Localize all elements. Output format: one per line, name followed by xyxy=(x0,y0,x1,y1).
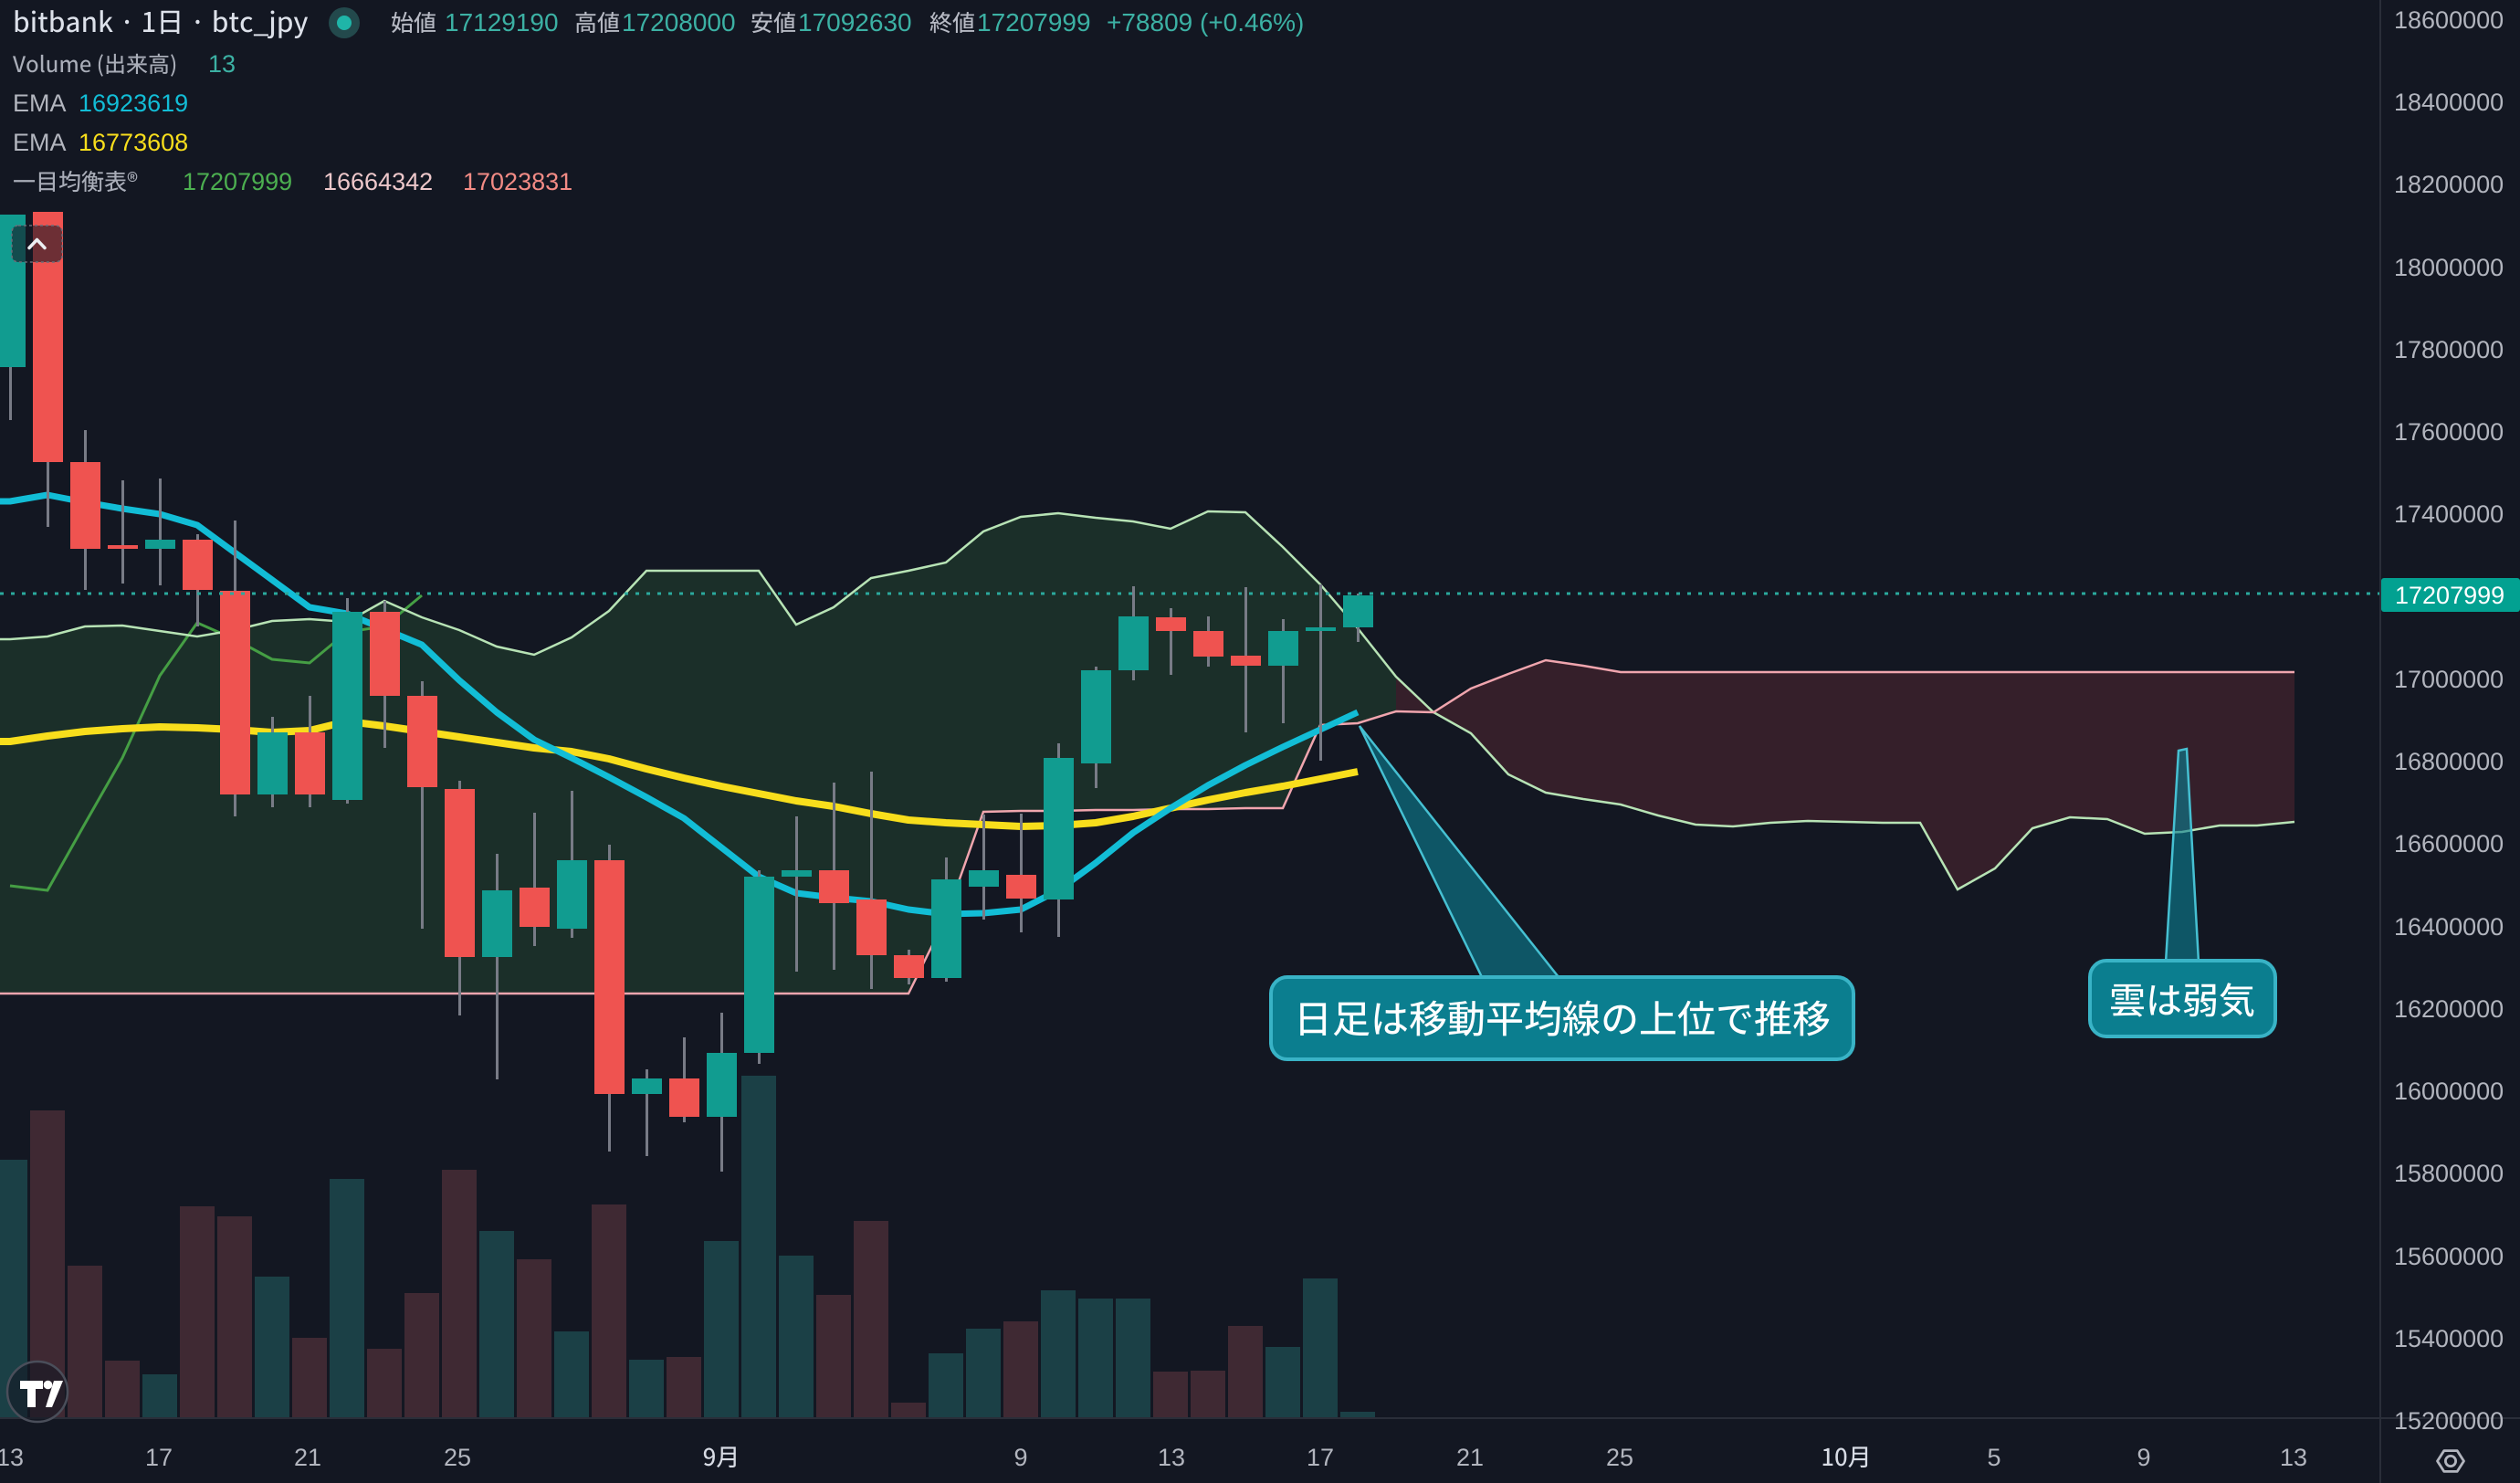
svg-text:21: 21 xyxy=(1456,1444,1484,1471)
svg-text:18400000: 18400000 xyxy=(2394,89,2504,116)
svg-text:5: 5 xyxy=(1987,1444,2000,1471)
svg-text:17400000: 17400000 xyxy=(2394,500,2504,528)
svg-text:17129190: 17129190 xyxy=(445,8,559,37)
svg-text:EMA: EMA xyxy=(13,89,67,117)
svg-text:18000000: 18000000 xyxy=(2394,254,2504,281)
svg-text:16664342: 16664342 xyxy=(323,168,433,195)
svg-text:16000000: 16000000 xyxy=(2394,1078,2504,1105)
svg-text:15200000: 15200000 xyxy=(2394,1407,2504,1435)
svg-text:25: 25 xyxy=(1606,1444,1633,1471)
svg-text:17023831: 17023831 xyxy=(463,168,572,195)
svg-text:17207999: 17207999 xyxy=(977,8,1091,37)
svg-text:15600000: 15600000 xyxy=(2394,1243,2504,1270)
svg-text:13: 13 xyxy=(2280,1444,2307,1471)
svg-text:16400000: 16400000 xyxy=(2394,913,2504,941)
svg-text:18600000: 18600000 xyxy=(2394,6,2504,34)
svg-text:17092630: 17092630 xyxy=(798,8,912,37)
svg-text:13: 13 xyxy=(1158,1444,1185,1471)
svg-text:EMA: EMA xyxy=(13,129,67,156)
svg-text:17800000: 17800000 xyxy=(2394,336,2504,363)
svg-text:9: 9 xyxy=(2137,1444,2150,1471)
svg-text:9: 9 xyxy=(1013,1444,1027,1471)
svg-text:17208000: 17208000 xyxy=(622,8,736,37)
svg-text:13: 13 xyxy=(0,1444,24,1471)
svg-text:17207999: 17207999 xyxy=(2395,582,2504,609)
svg-text:16800000: 16800000 xyxy=(2394,748,2504,775)
svg-text:15800000: 15800000 xyxy=(2394,1160,2504,1187)
svg-text:17207999: 17207999 xyxy=(183,168,292,195)
svg-text:+78809 (+0.46%): +78809 (+0.46%) xyxy=(1107,8,1304,37)
svg-text:17600000: 17600000 xyxy=(2394,418,2504,446)
svg-text:16923619: 16923619 xyxy=(79,89,188,117)
svg-text:17000000: 17000000 xyxy=(2394,666,2504,693)
svg-text:15400000: 15400000 xyxy=(2394,1325,2504,1352)
svg-text:16600000: 16600000 xyxy=(2394,830,2504,857)
svg-text:17: 17 xyxy=(1307,1444,1334,1471)
svg-text:17: 17 xyxy=(145,1444,173,1471)
svg-text:16200000: 16200000 xyxy=(2394,995,2504,1023)
svg-text:18200000: 18200000 xyxy=(2394,171,2504,198)
svg-text:21: 21 xyxy=(294,1444,321,1471)
svg-text:16773608: 16773608 xyxy=(79,129,188,156)
svg-text:13: 13 xyxy=(208,50,236,78)
svg-text:25: 25 xyxy=(444,1444,471,1471)
